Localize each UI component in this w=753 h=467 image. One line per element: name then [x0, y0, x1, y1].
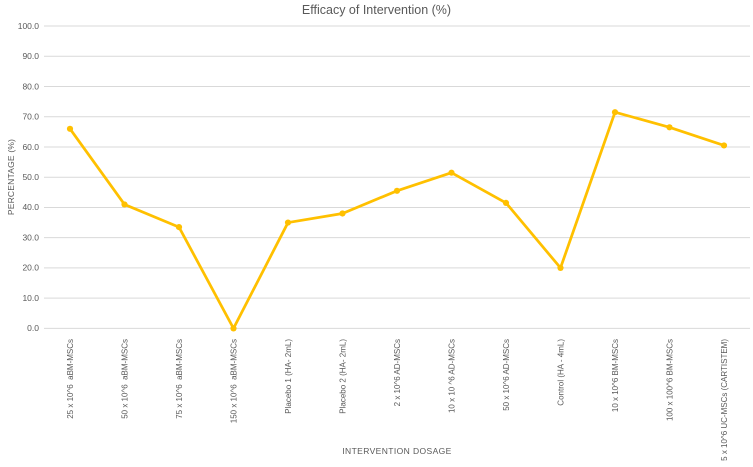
- data-point-marker: [230, 325, 237, 332]
- data-point-marker: [284, 219, 292, 226]
- x-category-label: Placebo 1 (HA- 2mL): [284, 339, 293, 414]
- y-tick-label: 100.0: [18, 21, 40, 31]
- y-tick-label: 80.0: [22, 81, 39, 91]
- x-category-label: 50 x 10^6 aBM-MSCs: [120, 339, 129, 419]
- x-category-label: 100 x 100^6 BM-MSCs: [665, 339, 674, 421]
- x-category-label: 10 x 10^6 BM-MSCs: [611, 339, 620, 412]
- y-tick-label: 30.0: [22, 232, 39, 242]
- data-point-marker: [557, 264, 564, 272]
- x-category-label: 2 x 10^6 AD-MSCs: [393, 339, 402, 406]
- data-point-marker: [175, 223, 183, 231]
- data-point-marker: [666, 124, 673, 131]
- chart-title: Efficacy of Intervention (%): [301, 3, 452, 17]
- data-point-marker: [611, 109, 619, 116]
- x-category-label: 50 x 10^6 AD-MSCs: [502, 339, 511, 411]
- y-tick-label: 40.0: [22, 202, 39, 212]
- data-point-marker: [339, 210, 346, 217]
- y-tick-label: 90.0: [22, 51, 39, 61]
- data-point-marker: [720, 142, 728, 149]
- x-category-label: Placebo 2 (HA- 2mL): [338, 339, 347, 414]
- x-category-label: 150 x 10^6 aBM-MSCs: [229, 339, 238, 423]
- data-point-marker: [66, 125, 74, 132]
- x-category-label: 5 x 10^6 UC-MSCs (CARTISTEM): [720, 339, 729, 461]
- x-category-label: Control (HA - 4mL): [556, 339, 565, 406]
- y-tick-label: 20.0: [22, 263, 39, 273]
- data-point-marker: [448, 169, 455, 176]
- y-tick-label: 50.0: [22, 172, 39, 182]
- efficacy-line-series: [68, 110, 726, 330]
- x-axis-title: INTERVENTION DOSAGE: [342, 446, 452, 456]
- y-tick-label: 60.0: [22, 142, 39, 152]
- data-point-marker: [502, 199, 510, 207]
- y-tick-label: 10.0: [22, 293, 39, 303]
- x-category-label: 25 x 10^6 aBM-MSCs: [66, 339, 75, 419]
- x-category-label: 75 x 10^6 aBM-MSCs: [175, 339, 184, 419]
- data-point-marker: [121, 201, 128, 208]
- x-category-label: 10 x 10 ^6 AD-MSCs: [447, 339, 456, 413]
- data-point-marker: [393, 187, 401, 194]
- y-tick-label: 0.0: [27, 323, 39, 333]
- y-tick-label: 70.0: [22, 112, 39, 122]
